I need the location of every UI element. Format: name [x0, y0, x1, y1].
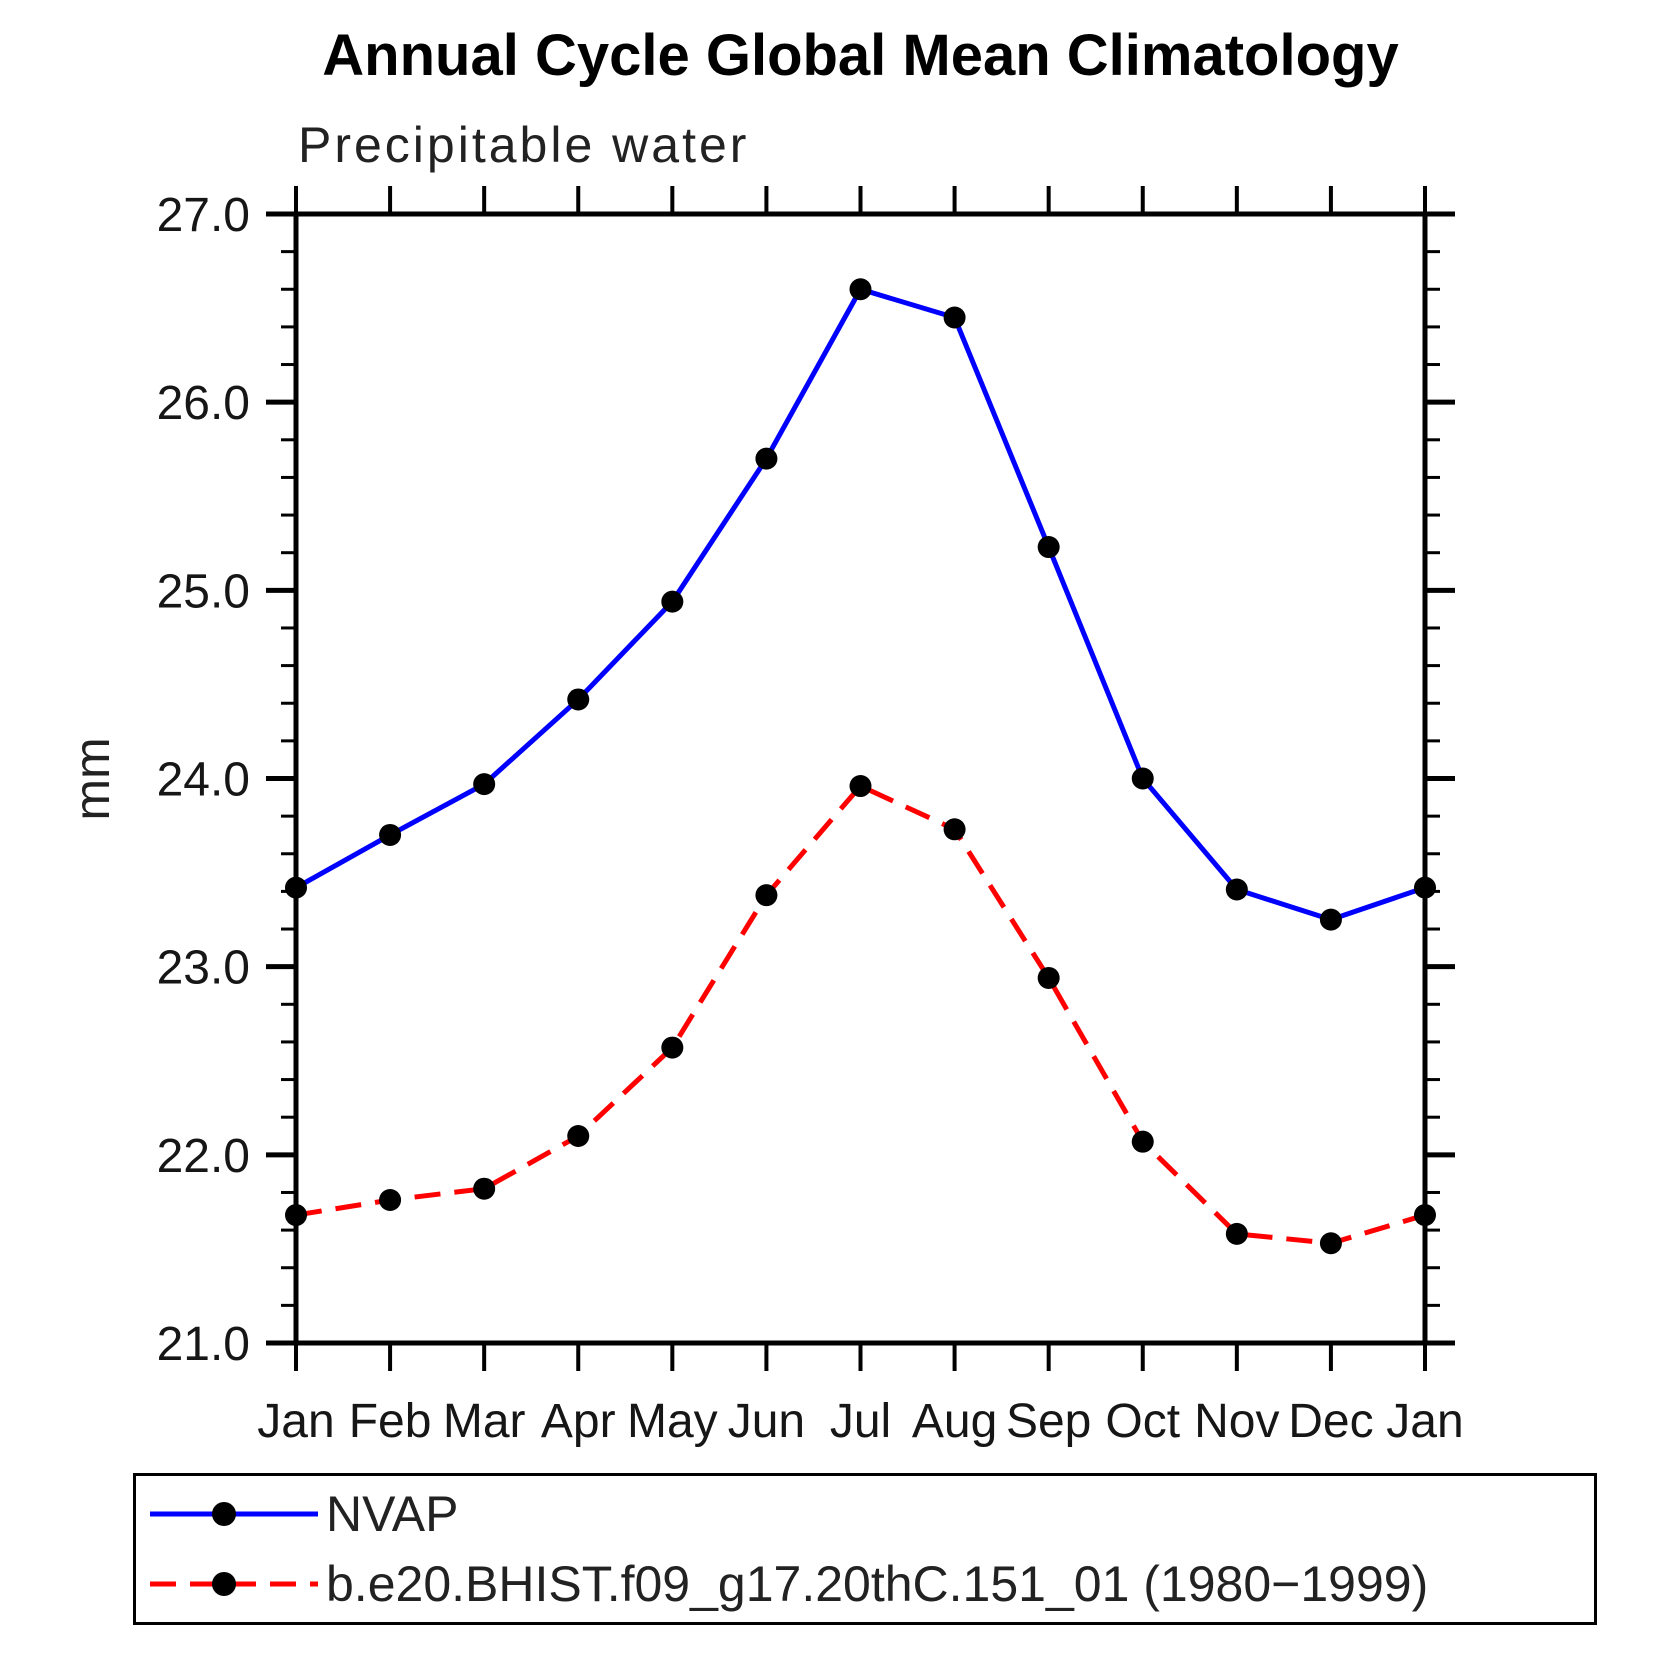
- x-tick-label: Jan: [1386, 1395, 1463, 1448]
- x-tick-label: Jan: [257, 1395, 334, 1448]
- x-tick-label: Jun: [728, 1395, 805, 1448]
- series-1-data-point: [567, 1125, 590, 1148]
- x-tick-label: Oct: [1105, 1395, 1180, 1448]
- series-0-data-point: [1037, 536, 1060, 559]
- legend-swatch-dashed-line: [150, 1572, 318, 1596]
- x-tick-label: Apr: [541, 1395, 616, 1448]
- series-0-data-point: [1225, 878, 1248, 901]
- x-tick-label: May: [627, 1395, 718, 1448]
- legend-item-model-run: b.e20.BHIST.f09_g17.20thC.151_01 (1980−1…: [148, 1552, 1594, 1616]
- series-1-data-point: [473, 1177, 496, 1200]
- series-0-data-point: [285, 876, 307, 899]
- series-1-data-point: [849, 775, 872, 798]
- series-0-data-point: [379, 823, 402, 846]
- chart-title: Annual Cycle Global Mean Climatology: [322, 23, 1399, 88]
- series-0-data-point: [1414, 876, 1436, 899]
- legend-item-nvap: NVAP: [148, 1482, 1594, 1546]
- series-0-data-point: [849, 278, 872, 301]
- x-tick-label: Dec: [1288, 1395, 1373, 1448]
- x-tick-label: Aug: [912, 1395, 997, 1448]
- series-line-0: [294, 286, 1426, 923]
- series-1-data-point: [1225, 1222, 1248, 1245]
- series-1-data-point: [379, 1188, 402, 1211]
- legend-label-model-run: b.e20.BHIST.f09_g17.20thC.151_01 (1980−1…: [326, 1556, 1429, 1612]
- chart-subtitle: Precipitable water: [298, 117, 750, 173]
- series-1-data-point: [755, 884, 778, 907]
- series-1-data-point: [1319, 1232, 1342, 1255]
- legend: NVAP b.e20.BHIST.f09_g17.20thC.151_01 (1…: [133, 1473, 1597, 1625]
- series-1-data-point: [661, 1036, 684, 1059]
- series-0-data-point: [661, 590, 684, 613]
- y-tick-label: 27.0: [157, 189, 250, 242]
- x-tick-label: Feb: [349, 1395, 432, 1448]
- legend-swatch-solid-line: [150, 1502, 318, 1526]
- y-tick-label: 25.0: [157, 565, 250, 618]
- legend-label-nvap: NVAP: [326, 1486, 459, 1542]
- y-tick-label: 24.0: [157, 754, 250, 807]
- series-1-data-point: [1037, 966, 1060, 989]
- series-0-data-point: [473, 773, 496, 796]
- series-0-data-point: [567, 688, 590, 711]
- y-tick-label: 22.0: [157, 1130, 250, 1183]
- y-tick-label: 21.0: [157, 1318, 250, 1371]
- series-line-1: [295, 782, 1426, 1246]
- plot-frame: [293, 211, 1428, 1346]
- x-tick-label: Nov: [1194, 1395, 1279, 1448]
- y-tick-label: 26.0: [157, 377, 250, 430]
- series-1-data-point: [285, 1204, 307, 1227]
- series-1-data-point: [1131, 1130, 1154, 1153]
- series-0-data-point: [943, 306, 966, 329]
- series-1-data-point: [943, 818, 966, 841]
- series-0-data-point: [755, 447, 778, 470]
- x-tick-label: Sep: [1006, 1395, 1091, 1448]
- series-0-data-point: [1131, 767, 1154, 790]
- series-1-data-point: [1414, 1204, 1436, 1227]
- y-tick-label: 23.0: [157, 942, 250, 995]
- x-tick-label: Mar: [443, 1395, 526, 1448]
- x-tick-label: Jul: [830, 1395, 891, 1448]
- series-0-data-point: [1319, 908, 1342, 931]
